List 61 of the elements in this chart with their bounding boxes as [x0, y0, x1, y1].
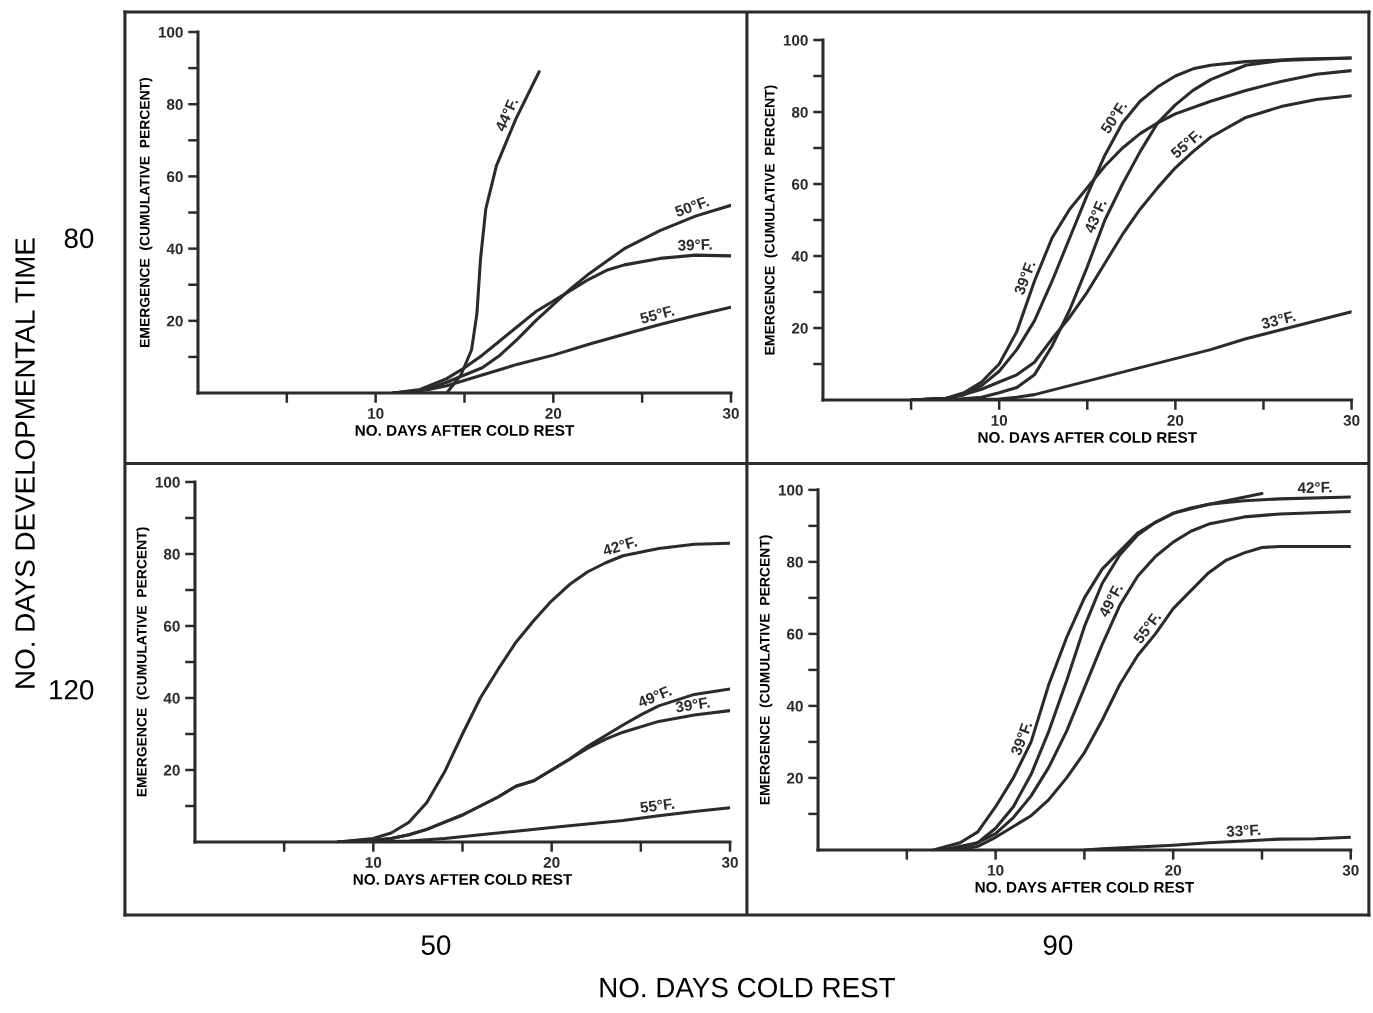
x-axis-title: NO. DAYS AFTER COLD REST — [355, 425, 575, 436]
x-tick-label: 20 — [543, 856, 560, 868]
y-tick-label: 80 — [791, 106, 808, 118]
x-tick-label: 20 — [545, 408, 562, 419]
y-tick-label: 40 — [163, 692, 180, 704]
annotation: 42°F. — [601, 535, 638, 556]
x-axis-title: NO. DAYS AFTER COLD REST — [978, 432, 1197, 443]
y-tick-label: 20 — [166, 315, 183, 327]
x-tick-label: 20 — [1165, 864, 1182, 876]
y-tick-label: 100 — [778, 484, 803, 496]
x-axis-title: NO. DAYS AFTER COLD REST — [975, 881, 1195, 893]
x-tick-label: 30 — [1342, 864, 1359, 876]
annotation: 39°F. — [677, 238, 712, 251]
y-tick-label: 80 — [786, 556, 803, 568]
y-tick-label: 60 — [166, 171, 183, 183]
x-tick-label: 10 — [988, 864, 1004, 876]
y-tick-label: 60 — [787, 628, 803, 640]
x-tick-label: 30 — [1343, 415, 1360, 426]
y-tick-label: 40 — [166, 243, 183, 255]
annotation: 39°F. — [675, 696, 710, 713]
text: NO. DAYS COLD REST — [600, 977, 895, 998]
x-tick-label: 30 — [722, 408, 739, 419]
x-axis-title: NO. DAYS AFTER COLD REST — [353, 874, 573, 885]
annotation: 55°F. — [639, 798, 675, 813]
annotation: 49°F. — [1097, 583, 1124, 619]
annotation: 42°F. — [1297, 481, 1332, 494]
x-tick-label: 20 — [1167, 415, 1184, 426]
text: NO. DAYS DEVELOPMENTAL TIME — [15, 238, 35, 688]
x-tick-label: 10 — [368, 408, 384, 419]
annotation: 33°F. — [1226, 824, 1261, 837]
y-tick-label: 40 — [791, 250, 808, 262]
y-tick-label: 20 — [791, 322, 808, 334]
y-tick-label: 60 — [791, 178, 808, 190]
y-axis-title: EMERGENCE (CUMULATIVE PERCENT) — [139, 77, 153, 347]
y-tick-label: 80 — [163, 548, 180, 560]
x-tick-label: 10 — [991, 415, 1008, 426]
y-tick-label: 40 — [786, 700, 803, 712]
y-tick-label: 20 — [786, 772, 803, 784]
y-tick-label: 20 — [163, 764, 180, 776]
category-label: 80 — [64, 228, 94, 249]
annotation: 43°F. — [1083, 198, 1107, 234]
annotation: 50°F. — [674, 195, 710, 218]
y-tick-label: 100 — [155, 476, 180, 488]
annotation: 49°F. — [636, 685, 672, 708]
annotation: 55°F. — [639, 305, 675, 325]
category-label: 90 — [1043, 935, 1073, 955]
annotation: 44°F. — [494, 97, 519, 133]
y-tick-label: 100 — [783, 34, 808, 46]
x-tick-label: 30 — [721, 856, 738, 868]
y-tick-label: 80 — [166, 99, 183, 110]
y-tick-label: 100 — [158, 26, 183, 38]
y-tick-label: 60 — [163, 620, 180, 632]
annotation: 39°F. — [1013, 260, 1036, 296]
category-label: 120 — [50, 679, 94, 700]
y-axis-title: EMERGENCE (CUMULATIVE PERCENT) — [764, 85, 778, 355]
x-tick-label: 10 — [365, 856, 382, 868]
y-axis-title: EMERGENCE (CUMULATIVE PERCENT) — [759, 535, 773, 805]
annotation: 33°F. — [1260, 310, 1296, 330]
annotation: 39°F. — [1010, 720, 1033, 757]
category-label: 50 — [421, 935, 451, 955]
y-axis-title: EMERGENCE (CUMULATIVE PERCENT) — [136, 527, 150, 797]
